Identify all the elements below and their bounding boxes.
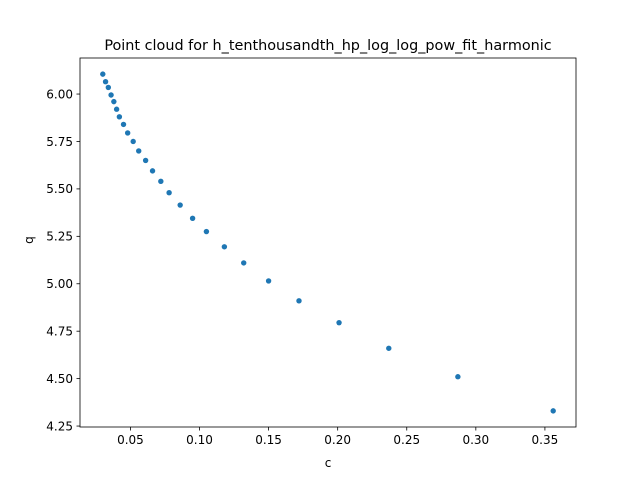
y-tick-label: 6.00	[46, 87, 73, 101]
y-tick-label: 5.50	[46, 182, 73, 196]
data-point	[336, 319, 342, 326]
data-point	[100, 71, 106, 77]
x-tick-label: 0.15	[255, 433, 282, 447]
data-point	[221, 244, 228, 250]
x-tick-label: 0.10	[186, 433, 213, 447]
y-tick-label: 4.75	[46, 324, 73, 338]
data-point	[386, 345, 392, 351]
x-axis: 0.05 0.10 0.15 0.20 0.25 0.30 0.35	[117, 427, 558, 447]
x-tick-label: 0.30	[462, 433, 489, 447]
data-point	[455, 374, 461, 380]
data-point	[102, 79, 109, 85]
data-point	[142, 157, 149, 164]
data-point	[136, 148, 142, 154]
x-axis-label: c	[325, 456, 332, 470]
y-tick-label: 4.25	[46, 419, 73, 433]
y-axis: 4.25 4.50 4.75 5.00 5.25 5.50 5.75 6.00	[46, 87, 80, 433]
data-point	[296, 298, 302, 304]
plot-frame	[79, 57, 577, 428]
x-tick-label: 0.05	[117, 433, 144, 447]
y-tick-label: 5.00	[46, 277, 73, 291]
data-point	[111, 98, 117, 105]
data-point	[189, 215, 196, 222]
data-point	[241, 260, 247, 266]
x-tick-label: 0.20	[324, 433, 351, 447]
data-points	[100, 71, 556, 414]
y-axis-label: q	[22, 236, 36, 244]
data-point	[265, 278, 272, 284]
data-point	[124, 130, 131, 136]
data-point	[149, 168, 156, 174]
data-point	[130, 138, 136, 145]
data-point	[105, 84, 112, 91]
y-tick-label: 5.25	[46, 230, 73, 244]
data-point	[158, 178, 164, 185]
data-point	[177, 202, 183, 208]
data-point	[203, 228, 210, 235]
plot-area	[79, 57, 577, 428]
data-point	[108, 92, 114, 98]
y-tick-label: 4.50	[46, 372, 73, 386]
data-point	[113, 106, 120, 112]
chart-title: Point cloud for h_tenthousandth_hp_log_l…	[104, 38, 551, 54]
data-point	[550, 408, 556, 414]
x-tick-label: 0.35	[532, 433, 559, 447]
x-tick-label: 0.25	[393, 433, 420, 447]
data-point	[116, 114, 123, 120]
data-point	[120, 121, 127, 128]
y-tick-label: 5.75	[46, 135, 73, 149]
data-point	[166, 189, 172, 196]
